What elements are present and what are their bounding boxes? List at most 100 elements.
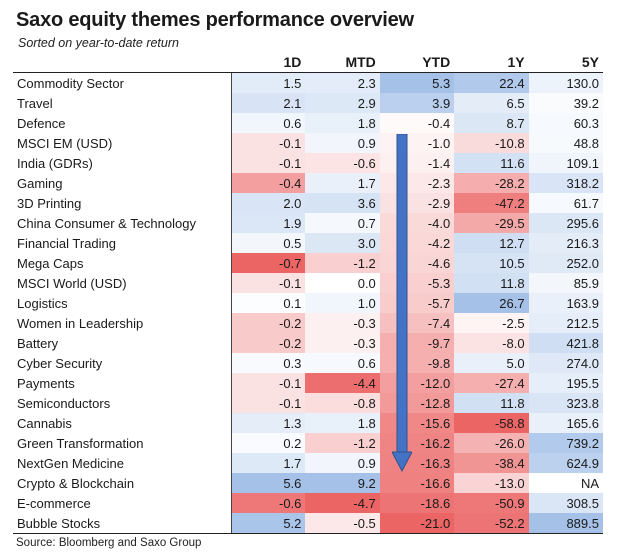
value-cell-y5: 85.9 [528,273,603,293]
table-row: Women in Leadership -0.2 -0.3 -7.4 -2.5 212.5 [13,313,603,333]
value-cell-y1: 11.8 [454,273,529,293]
value-cell-d1: -0.1 [231,153,306,173]
value-cell-ytd: -16.3 [379,453,455,473]
value-cell-y5: 61.7 [528,193,603,213]
value-cell-d1: 1.3 [231,413,306,433]
column-header: YTD [379,52,455,73]
theme-name-cell: Travel [13,93,232,113]
table-row: E-commerce -0.6 -4.7 -18.6 -50.9 308.5 [13,493,603,513]
value-cell-d1: -0.1 [231,393,306,413]
theme-name-cell: 3D Printing [13,193,232,213]
theme-name-cell: China Consumer & Technology [13,213,232,233]
table-row: China Consumer & Technology 1.9 0.7 -4.0 -29… [13,213,603,233]
value-cell-ytd: -1.0 [379,133,455,153]
value-cell-y5: 308.5 [528,493,603,513]
value-cell-y5: 60.3 [528,113,603,133]
value-cell-d1: -0.1 [231,273,306,293]
value-cell-d1: 1.5 [231,72,306,93]
value-cell-y1: -52.2 [454,513,529,534]
theme-name-cell: India (GDRs) [13,153,232,173]
theme-name-cell: Green Transformation [13,433,232,453]
table-row: Logistics 0.1 1.0 -5.7 26.7 163.9 [13,293,603,313]
column-header: 1Y [454,52,529,73]
column-header: 1D [231,52,306,73]
value-cell-y1: 11.8 [454,393,529,413]
value-cell-mtd: 0.0 [305,273,380,293]
table-row: MSCI World (USD) -0.1 0.0 -5.3 11.8 85.9 [13,273,603,293]
table-row: Payments -0.1 -4.4 -12.0 -27.4 195.5 [13,373,603,393]
value-cell-y1: 12.7 [454,233,529,253]
theme-name-cell: Financial Trading [13,233,232,253]
value-cell-y5: 624.9 [528,453,603,473]
column-header: MTD [305,52,380,73]
value-cell-ytd: -5.7 [379,293,455,313]
value-cell-ytd: -15.6 [379,413,455,433]
value-cell-d1: 0.5 [231,233,306,253]
value-cell-d1: 1.7 [231,453,306,473]
value-cell-y5: 739.2 [528,433,603,453]
value-cell-ytd: -16.6 [379,473,455,493]
theme-name-cell: Logistics [13,293,232,313]
value-cell-mtd: 1.0 [305,293,380,313]
value-cell-y1: 26.7 [454,293,529,313]
value-cell-y5: 421.8 [528,333,603,353]
value-cell-ytd: -18.6 [379,493,455,513]
value-cell-d1: 1.9 [231,213,306,233]
value-cell-d1: -0.2 [231,333,306,353]
value-cell-mtd: 0.9 [305,453,380,473]
theme-name-cell: Cannabis [13,413,232,433]
source-note: Source: Bloomberg and Saxo Group [16,537,202,549]
value-cell-ytd: -2.9 [379,193,455,213]
value-cell-y5: 889.5 [528,513,603,534]
value-cell-y5: 323.8 [528,393,603,413]
theme-name-cell: Bubble Stocks [13,513,232,534]
table-row: Cannabis 1.3 1.8 -15.6 -58.8 165.6 [13,413,603,433]
value-cell-d1: 5.2 [231,513,306,534]
theme-name-cell: Women in Leadership [13,313,232,333]
value-cell-y1: 11.6 [454,153,529,173]
theme-name-cell: MSCI World (USD) [13,273,232,293]
table-row: Battery -0.2 -0.3 -9.7 -8.0 421.8 [13,333,603,353]
theme-name-cell: Payments [13,373,232,393]
value-cell-y5: 195.5 [528,373,603,393]
value-cell-d1: 5.6 [231,473,306,493]
value-cell-mtd: 2.3 [305,72,380,93]
value-cell-mtd: 2.9 [305,93,380,113]
value-cell-y1: -47.2 [454,193,529,213]
value-cell-y1: 5.0 [454,353,529,373]
value-cell-mtd: 0.7 [305,213,380,233]
table-row: Commodity Sector 1.5 2.3 5.3 22.4 130.0 [13,72,603,93]
value-cell-d1: -0.6 [231,493,306,513]
value-cell-y1: -10.8 [454,133,529,153]
value-cell-ytd: -4.2 [379,233,455,253]
value-cell-y1: 6.5 [454,93,529,113]
value-cell-y1: -50.9 [454,493,529,513]
value-cell-mtd: 0.9 [305,133,380,153]
value-cell-ytd: -21.0 [379,513,455,534]
value-cell-d1: -0.7 [231,253,306,273]
value-cell-mtd: -0.5 [305,513,380,534]
table-header-row: 1D MTD YTD 1Y 5Y [13,52,603,73]
column-header: 5Y [528,52,603,73]
page-subtitle: Sorted on year-to-date return [18,36,179,50]
table-row: Crypto & Blockchain 5.6 9.2 -16.6 -13.0 NA [13,473,603,493]
theme-name-cell: Mega Caps [13,253,232,273]
value-cell-y5: 252.0 [528,253,603,273]
value-cell-d1: 0.2 [231,433,306,453]
value-cell-y5: 130.0 [528,72,603,93]
value-cell-d1: -0.1 [231,133,306,153]
value-cell-ytd: -9.7 [379,333,455,353]
value-cell-y1: -2.5 [454,313,529,333]
value-cell-ytd: -12.0 [379,373,455,393]
value-cell-y1: -28.2 [454,173,529,193]
table-row: Gaming -0.4 1.7 -2.3 -28.2 318.2 [13,173,603,193]
value-cell-y5: 212.5 [528,313,603,333]
table-row: Travel 2.1 2.9 3.9 6.5 39.2 [13,93,603,113]
value-cell-y1: 10.5 [454,253,529,273]
value-cell-y1: 8.7 [454,113,529,133]
value-cell-d1: -0.4 [231,173,306,193]
value-cell-mtd: -4.4 [305,373,380,393]
value-cell-mtd: 9.2 [305,473,380,493]
value-cell-mtd: 1.8 [305,413,380,433]
value-cell-y1: -29.5 [454,213,529,233]
